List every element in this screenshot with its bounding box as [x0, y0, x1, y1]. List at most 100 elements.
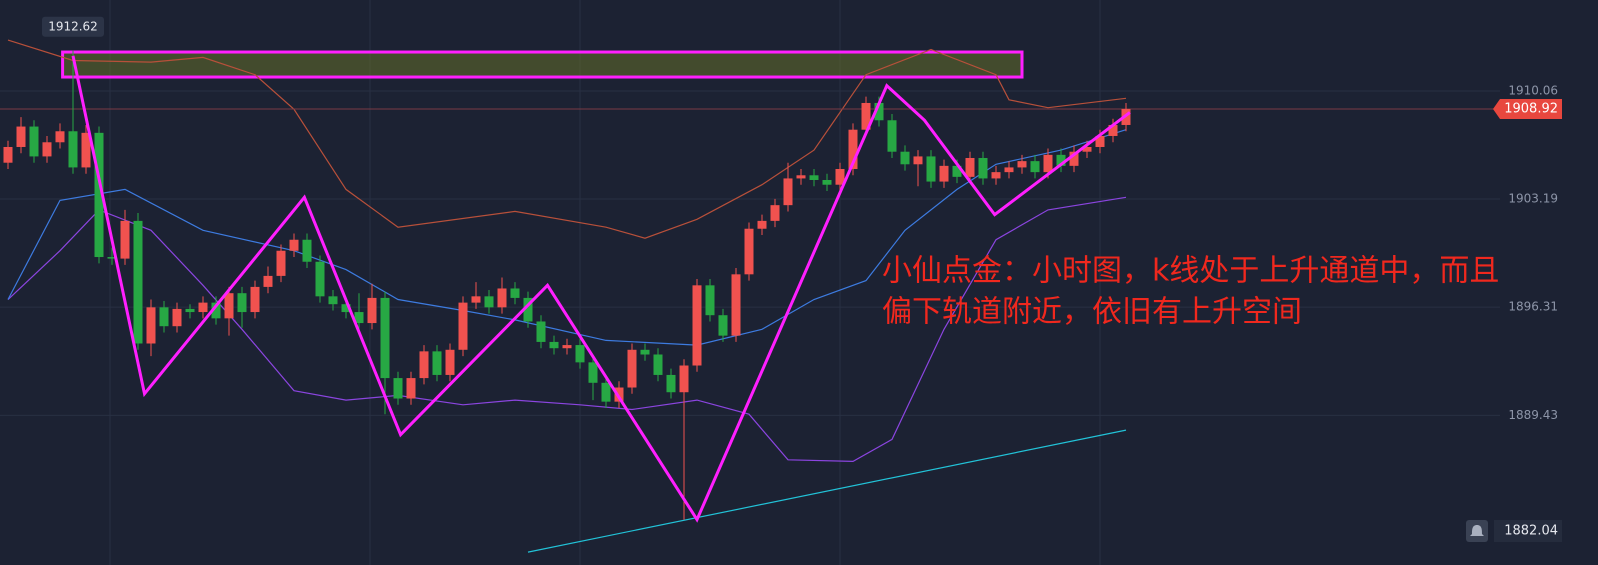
candle-body — [705, 285, 715, 316]
candle-body — [1095, 135, 1105, 147]
candle-body — [68, 131, 78, 168]
candle-body — [16, 126, 26, 147]
candle-body — [55, 131, 65, 143]
candle-body — [575, 345, 585, 363]
y-tick-label: 1910.06 — [1508, 84, 1558, 98]
candle-body — [315, 261, 325, 297]
candle-body — [198, 302, 208, 313]
candle-body — [1043, 154, 1053, 173]
candle-body — [29, 126, 39, 157]
candle-body — [432, 351, 442, 375]
indicator-line — [7, 196, 1127, 463]
candle-body — [978, 157, 988, 179]
candle-body — [718, 315, 728, 336]
candle-body — [952, 165, 962, 177]
candle-body — [302, 239, 312, 262]
candle-body — [796, 175, 806, 179]
y-tick-label: 1896.31 — [1508, 300, 1558, 314]
alert-label: 1882.04 — [1504, 524, 1558, 539]
alert-box — [1494, 520, 1562, 542]
candle-body — [653, 354, 663, 375]
candle-body — [458, 302, 468, 350]
candle-body — [159, 307, 169, 327]
candle-body — [406, 378, 416, 399]
candle-body — [809, 175, 819, 181]
resistance-zone — [61, 50, 1024, 79]
candle-body — [120, 220, 130, 259]
annotation: 小仙点金：小时图，k线处于上升通道中，而且 — [882, 254, 1499, 289]
y-tick-label: 1903.19 — [1508, 192, 1558, 206]
candle-body — [367, 297, 377, 324]
indicator-line — [527, 429, 1127, 553]
candle-body — [848, 129, 858, 169]
candle-body — [549, 341, 559, 349]
high-marker-label: 1912.62 — [48, 19, 98, 33]
candle-body — [731, 274, 741, 336]
candle-body — [419, 351, 429, 379]
trend-drawing — [71, 55, 1131, 523]
candle-body — [237, 293, 247, 313]
candle-body — [640, 349, 650, 355]
candle-body — [588, 362, 598, 383]
candle-body — [692, 285, 702, 366]
y-tick-label: 1889.43 — [1508, 408, 1558, 422]
candle-body — [224, 293, 234, 319]
candle-body — [991, 172, 1001, 179]
candle-body — [380, 297, 390, 379]
candle-body — [783, 178, 793, 206]
candle-body — [887, 120, 897, 152]
candle-body — [250, 286, 260, 313]
candle-body — [81, 132, 91, 168]
candle-body — [770, 205, 780, 221]
candle-body — [822, 180, 832, 185]
candle-body — [523, 297, 533, 322]
candle-body — [757, 220, 767, 229]
candle-body — [133, 220, 143, 344]
candle-body — [835, 168, 845, 185]
plot: 1910.06 1903.19 1896.31 1889.43 1912.62 1908.… — [0, 16, 1562, 553]
candle-body — [536, 321, 546, 342]
candle-body — [328, 296, 338, 305]
last-price-box — [1493, 98, 1562, 119]
indicator-line — [7, 129, 1127, 346]
candle-body — [874, 102, 884, 121]
candle-body — [666, 374, 676, 393]
candle-body — [861, 102, 871, 130]
candle-body — [1030, 161, 1040, 173]
candle-body — [913, 156, 923, 165]
alert-icon — [1470, 525, 1484, 536]
candle-body — [263, 275, 273, 287]
candle-body — [744, 228, 754, 275]
candle-body — [627, 349, 637, 388]
candle-body — [341, 304, 351, 313]
annotation: 偏下轨道附近，依旧有上升空间 — [882, 295, 1302, 330]
candle-body — [1082, 146, 1092, 152]
candle-body — [1056, 154, 1066, 166]
candle-body — [393, 378, 403, 399]
candle-body — [1108, 124, 1118, 136]
candle-body — [497, 288, 507, 308]
candle-body — [1017, 161, 1027, 168]
candle-body — [354, 312, 364, 324]
candle-body — [939, 165, 949, 182]
candle-body — [1069, 151, 1079, 166]
high-marker-box — [42, 16, 104, 37]
last-price-label: 1908.92 — [1504, 101, 1558, 116]
candle-body — [445, 349, 455, 375]
candle-body — [172, 308, 182, 327]
candle-body — [679, 365, 689, 393]
candle-body — [211, 302, 221, 319]
candle-body — [289, 239, 299, 251]
candle-body — [471, 296, 481, 303]
candle-body — [94, 132, 104, 258]
candle-body — [562, 345, 572, 349]
candle-body — [601, 382, 611, 402]
candle-body — [965, 157, 975, 177]
candle-body — [42, 142, 52, 157]
candle-body — [510, 288, 520, 298]
candle-body — [900, 151, 910, 165]
vertical-grid — [109, 0, 1101, 565]
candle-body — [107, 257, 117, 259]
candle-body — [926, 156, 936, 182]
